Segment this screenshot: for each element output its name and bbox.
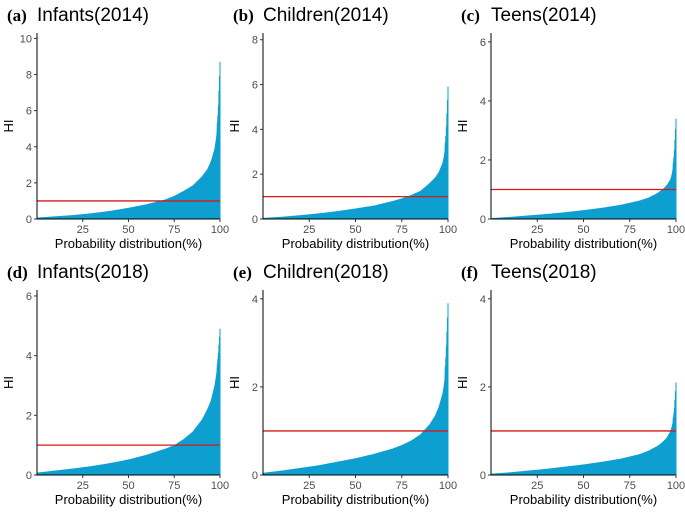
panel-f: 0 2 4 25 50 75 100 Probability distribution(%) H… [455,262,685,507]
y-tick-label: 6 [252,80,258,92]
hi-distribution-area [263,86,448,219]
x-tick-label: 50 [349,480,361,492]
y-tick-label: 2 [480,382,486,394]
x-tick-label: 75 [624,224,636,236]
hi-distribution-area [263,303,448,475]
panel-label: (e) [233,263,252,282]
x-tick-label: 25 [303,480,315,492]
panel-a: 0 2 4 6 8 10 25 50 75 100 Probability distribution… [1,5,229,251]
panel-label: (c) [461,6,480,25]
x-axis-title: Probability distribution(%) [282,236,429,251]
x-tick-label: 50 [349,224,361,236]
hi-distribution-area [37,328,220,475]
x-tick-label: 50 [577,224,589,236]
y-axis-title: HI [455,376,470,389]
y-tick-label: 0 [26,214,32,226]
panel-title: Teens(2014) [491,5,597,26]
hi-distribution-area [491,118,676,219]
panel-label: (d) [7,263,28,282]
x-tick-label: 100 [439,480,457,492]
x-axis-title: Probability distribution(%) [510,236,657,251]
hi-distribution-area [37,61,220,219]
panel-e: 0 2 4 25 50 75 100 Probability distribution(%) H… [227,262,457,507]
x-axis-title: Probability distribution(%) [510,492,657,507]
x-tick-label: 100 [667,224,685,236]
x-axis-title: Probability distribution(%) [55,236,202,251]
y-tick-label: 2 [26,178,32,190]
y-tick-label: 10 [20,33,32,45]
panel-c: 0 2 4 6 25 50 75 100 Probability distribution(%)… [455,5,685,251]
y-tick-label: 8 [26,70,32,82]
panel-b: 0 2 4 6 8 25 50 75 100 Probability distribution(%… [227,5,457,251]
y-tick-label: 0 [26,470,32,482]
x-tick-label: 75 [624,480,636,492]
x-tick-label: 75 [396,224,408,236]
y-tick-label: 2 [480,155,486,167]
y-tick-label: 4 [480,294,486,306]
x-tick-label: 100 [439,224,457,236]
x-tick-label: 100 [211,480,229,492]
y-axis-title: HI [1,120,16,133]
y-tick-label: 0 [480,214,486,226]
x-tick-label: 75 [168,224,180,236]
y-tick-label: 0 [480,470,486,482]
hi-distribution-area [491,382,676,475]
y-tick-label: 4 [480,96,486,108]
y-tick-label: 2 [252,382,258,394]
x-axis-title: Probability distribution(%) [55,492,202,507]
x-axis-title: Probability distribution(%) [282,492,429,507]
y-tick-label: 2 [26,410,32,422]
panel-title: Children(2014) [263,5,389,26]
x-tick-label: 25 [531,224,543,236]
y-axis-title: HI [1,376,16,389]
y-tick-label: 4 [26,142,32,154]
y-tick-label: 0 [252,214,258,226]
x-tick-label: 100 [211,224,229,236]
panel-label: (f) [461,263,478,282]
panel-title: Teens(2018) [491,262,597,283]
x-tick-label: 75 [168,480,180,492]
x-tick-label: 25 [531,480,543,492]
y-tick-label: 4 [26,351,32,363]
y-tick-label: 8 [252,35,258,47]
y-axis-title: HI [455,120,470,133]
x-tick-label: 25 [77,480,89,492]
y-tick-label: 6 [26,291,32,303]
x-tick-label: 50 [122,480,134,492]
y-tick-label: 0 [252,470,258,482]
panel-title: Infants(2018) [37,262,149,283]
x-tick-label: 100 [667,480,685,492]
panel-title: Children(2018) [263,262,389,283]
x-tick-label: 50 [577,480,589,492]
y-axis-title: HI [227,120,242,133]
panel-d: 0 2 4 6 25 50 75 100 Probability distribution(%)… [1,262,229,507]
x-tick-label: 75 [396,480,408,492]
y-tick-label: 6 [480,37,486,49]
panel-label: (a) [7,6,27,25]
y-tick-label: 2 [252,169,258,181]
x-tick-label: 25 [77,224,89,236]
x-tick-label: 25 [303,224,315,236]
y-tick-label: 6 [26,106,32,118]
y-axis-title: HI [227,376,242,389]
panel-title: Infants(2014) [37,5,149,26]
y-tick-label: 4 [252,124,258,136]
x-tick-label: 50 [122,224,134,236]
panel-label: (b) [233,6,254,25]
y-tick-label: 4 [252,294,258,306]
